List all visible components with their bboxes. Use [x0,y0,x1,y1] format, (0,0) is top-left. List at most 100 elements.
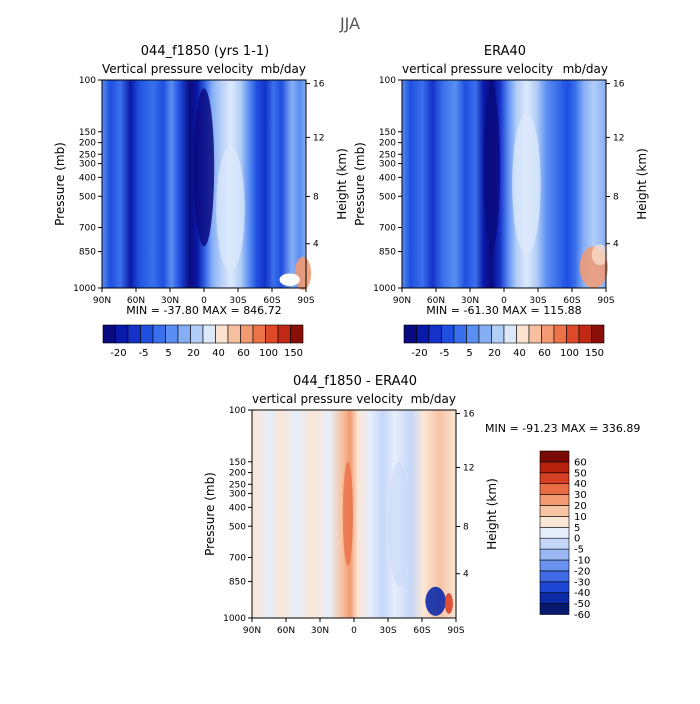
y-right-tick-label: 4 [613,240,619,250]
colorbar-label: 5 [165,348,171,359]
colorbar-swatch [140,324,154,344]
colorbar-swatch [539,494,570,506]
colorbar-swatch [453,324,467,344]
y-axis-label: Pressure (mb) [53,142,67,226]
colorbar-label: -5 [574,545,584,556]
field-feature [388,462,410,587]
colorbar-swatch [539,516,570,528]
x-tick-label: 90N [393,296,411,306]
colorbar-swatch [539,581,570,593]
x-tick-label: 30S [229,296,246,306]
colorbar-swatch [539,526,570,539]
x-tick-label: 60N [127,296,145,306]
y-tick-label: 850 [229,578,246,588]
panel-title: ERA40 [484,44,526,59]
colorbar-swatch [553,324,567,344]
x-tick-label: 30N [161,296,179,306]
x-tick-label: 0 [201,296,207,306]
y-tick-label: 200 [379,139,396,149]
colorbar-label: 100 [259,348,278,359]
field-base [252,410,456,618]
panel-subtitle-right: mb/day [411,392,456,406]
colorbar-label: -5 [440,348,450,359]
colorbar-label: -50 [574,599,590,610]
panel-title: 044_f1850 (yrs 1-1) [141,44,269,59]
y-tick-label: 250 [79,150,96,160]
colorbar-swatch [539,570,570,583]
colorbar-swatch [428,324,442,344]
colorbar-label: -60 [574,610,590,621]
x-tick-label: 90N [93,296,111,306]
x-tick-label: 60N [277,626,295,636]
colorbar-label: 0 [574,534,580,545]
y-tick-label: 500 [229,522,246,532]
colorbar: -20 -5 5 20 40 60 100 150 [403,324,605,359]
colorbar-swatch [102,324,116,344]
x-tick-label: 90N [243,626,261,636]
colorbar-label: 10 [574,512,587,523]
colorbar-swatch [290,324,304,344]
figure-title: JJA [339,14,360,33]
y-right-tick-label: 8 [463,522,469,532]
colorbar-label: 60 [237,348,250,359]
colorbar-label: -10 [574,556,590,567]
y-tick-label: 300 [379,160,396,170]
colorbar-swatch [190,324,204,344]
x-tick-label: 90S [447,626,464,636]
x-tick-label: 0 [351,626,357,636]
colorbar-swatch [539,472,570,484]
field-feature [444,593,453,614]
colorbar-swatch [539,537,570,550]
colorbar-label: 20 [488,348,501,359]
panel-era40: ERA40 vertical pressure velocity mb/day … [353,44,649,359]
colorbar-swatch [503,324,517,344]
y-right-axis-label: Height (km) [485,478,499,549]
field-feature [483,84,500,251]
colorbar-swatch [177,324,191,344]
y-right-tick-label: 12 [463,463,474,473]
colorbar-label: -20 [110,348,126,359]
heatmap-field [102,80,312,291]
colorbar-label: 150 [284,348,303,359]
colorbar-label: 5 [466,348,472,359]
colorbar-label: 5 [574,523,580,534]
colorbar-swatch [115,324,129,344]
colorbar-label: -40 [574,588,590,599]
colorbar-swatch [539,559,570,572]
field-feature [193,88,215,247]
y-tick-label: 250 [379,150,396,160]
colorbar-swatch [240,324,254,344]
colorbar-swatch [539,450,570,463]
y-right-tick-label: 16 [313,80,325,90]
y-tick-label: 100 [79,76,96,86]
field-feature [279,273,300,286]
panel-subtitle-left: vertical pressure velocity [402,62,553,76]
field-feature [216,146,245,272]
y-axis-label: Pressure (mb) [203,472,217,556]
panel-difference: 044_f1850 - ERA40 vertical pressure velo… [203,374,640,636]
y-tick-label: 150 [229,458,246,468]
colorbar-swatch [403,324,417,344]
colorbar-swatch [478,324,492,344]
colorbar-swatch [539,483,570,495]
colorbar-swatch [127,324,141,344]
colorbar-swatch [541,324,555,344]
colorbar-swatch [152,324,166,344]
colorbar-swatch [165,324,179,344]
panel-subtitle-right: mb/day [261,62,306,76]
y-right-tick-label: 12 [313,133,324,143]
y-right-tick-label: 8 [313,192,319,202]
y-tick-label: 100 [229,406,246,416]
heatmap-field [252,410,456,618]
colorbar-swatch [566,324,580,344]
y-tick-label: 400 [229,503,246,513]
y-tick-label: 500 [79,192,96,202]
y-tick-label: 1000 [73,284,96,294]
colorbar-label: 150 [585,348,604,359]
colorbar-swatch [441,324,455,344]
y-right-tick-label: 16 [463,410,475,420]
